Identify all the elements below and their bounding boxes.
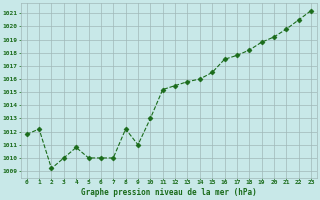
X-axis label: Graphe pression niveau de la mer (hPa): Graphe pression niveau de la mer (hPa)	[81, 188, 257, 197]
